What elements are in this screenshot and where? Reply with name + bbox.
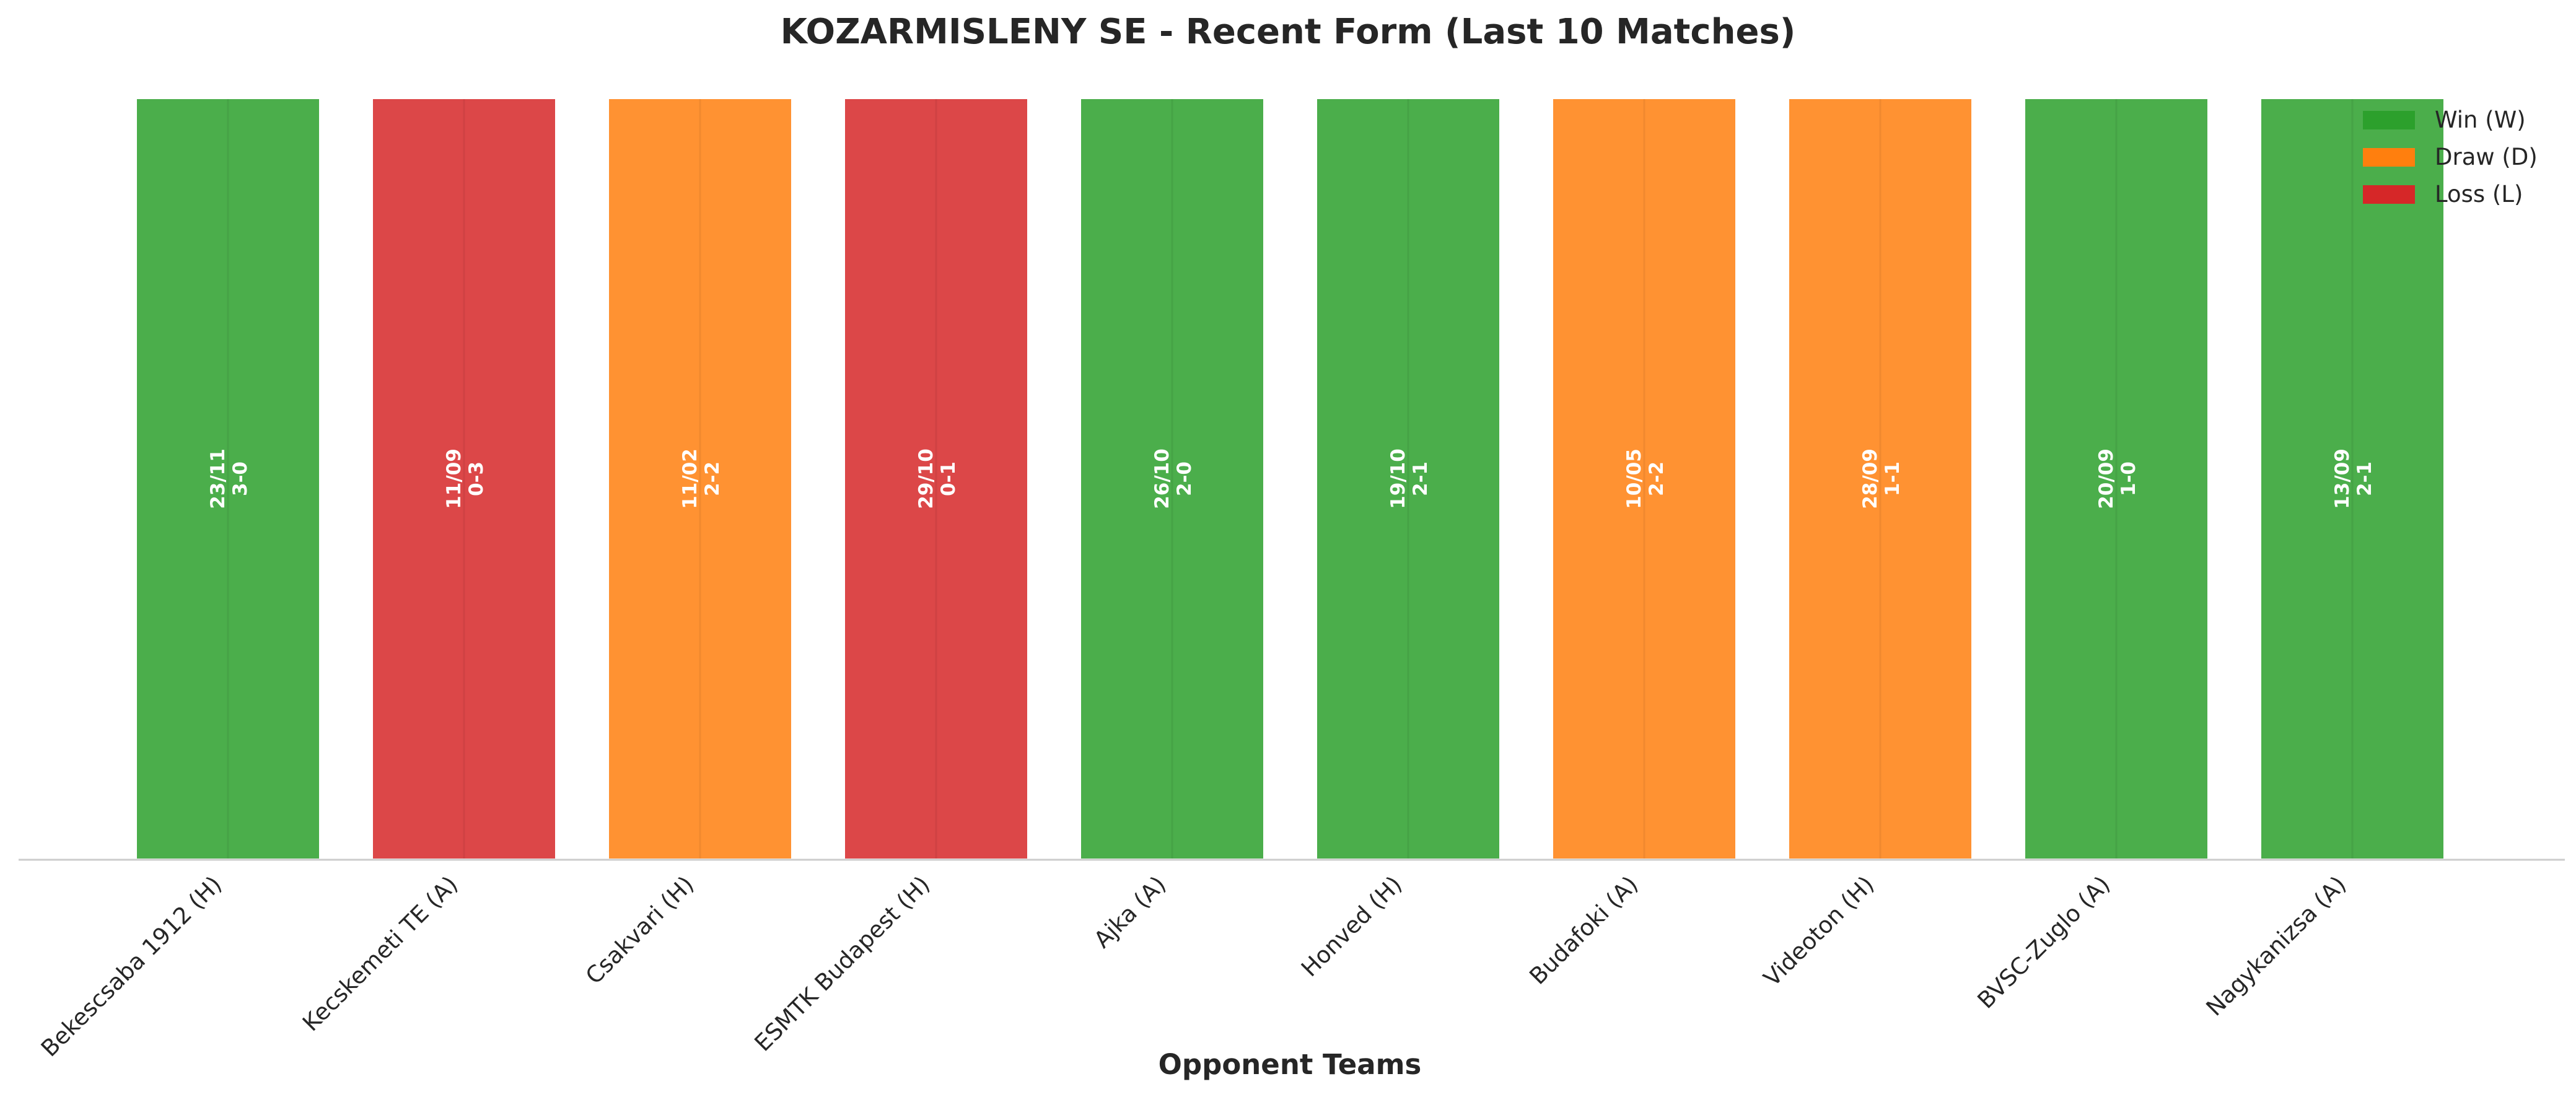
x-tick-label-2: Kecskemeti TE (A) — [297, 871, 463, 1036]
bar-score-8: 1-1 — [1882, 461, 1904, 496]
bars-group — [134, 97, 2446, 861]
x-tick-labels: Bekescsaba 1912 (H) Kecskemeti TE (A) Csak… — [36, 871, 2351, 1062]
bar-3 — [607, 97, 794, 861]
chart-title: KOZARMISLENY SE - Recent Form (Last 10 M… — [781, 12, 1796, 52]
x-tick-label-10: Nagykanizsa (A) — [2201, 871, 2352, 1021]
bar-7 — [1551, 97, 1738, 861]
bar-1 — [134, 97, 322, 861]
bar-score-3: 2-2 — [701, 461, 724, 496]
x-tick-label-3: Csakvari (H) — [580, 871, 699, 989]
bar-date-6: 19/10 — [1387, 448, 1409, 509]
x-tick-label-9: BVSC-Zuglo (A) — [1973, 871, 2116, 1014]
bar-date-8: 28/09 — [1859, 448, 1882, 509]
legend-label-w: Win (W) — [2435, 107, 2526, 133]
bar-2 — [370, 97, 558, 861]
bar-4 — [843, 97, 1030, 861]
bar-score-9: 1-0 — [2118, 461, 2140, 496]
bar-date-1: 23/11 — [207, 448, 229, 509]
bar-score-5: 2-0 — [1173, 461, 1196, 496]
bar-label-2: 11/090-3 — [443, 448, 488, 509]
bar-score-6: 2-1 — [1409, 461, 1432, 496]
bar-5 — [1079, 97, 1266, 861]
x-axis-label: Opponent Teams — [1159, 1048, 1422, 1081]
bar-label-4: 29/100-1 — [915, 448, 960, 509]
x-tick-label-7: Budafoki (A) — [1525, 871, 1644, 990]
bar-label-9: 20/091-0 — [2095, 448, 2140, 509]
legend-swatch-d — [2363, 148, 2415, 167]
bar-date-3: 11/02 — [679, 448, 701, 509]
bar-date-5: 26/10 — [1151, 448, 1173, 509]
bar-label-7: 10/052-2 — [1623, 448, 1668, 509]
x-tick-label-5: Ajka (A) — [1089, 871, 1171, 953]
bar-score-2: 0-3 — [465, 461, 488, 496]
bar-6 — [1315, 97, 1502, 861]
bar-date-9: 20/09 — [2095, 448, 2118, 509]
bar-label-10: 13/092-1 — [2331, 448, 2376, 509]
bar-score-10: 2-1 — [2354, 461, 2376, 496]
legend-swatch-l — [2363, 185, 2415, 204]
bar-10 — [2259, 97, 2446, 861]
legend-label-d: Draw (D) — [2435, 144, 2538, 170]
x-tick-label-4: ESMTK Budapest (H) — [750, 871, 935, 1057]
legend-swatch-w — [2363, 111, 2415, 129]
legend-label-l: Loss (L) — [2435, 181, 2523, 208]
bar-date-7: 10/05 — [1623, 448, 1645, 509]
bar-label-5: 26/102-0 — [1151, 448, 1196, 509]
bar-8 — [1787, 97, 1974, 861]
bar-date-10: 13/09 — [2331, 448, 2354, 509]
bar-date-2: 11/09 — [443, 448, 465, 509]
bar-label-3: 11/022-2 — [679, 448, 724, 509]
bar-date-4: 29/10 — [915, 448, 937, 509]
bar-score-7: 2-2 — [1645, 461, 1668, 496]
bar-label-6: 19/102-1 — [1387, 448, 1432, 509]
bar-label-8: 28/091-1 — [1859, 448, 1904, 509]
x-tick-label-1: Bekescsaba 1912 (H) — [36, 871, 227, 1062]
bar-score-1: 3-0 — [229, 461, 252, 496]
x-tick-label-6: Honved (H) — [1296, 871, 1407, 982]
bar-labels-group: 23/113-0 11/090-3 11/022-2 29/100-1 26/102-0… — [207, 448, 2376, 509]
bar-score-4: 0-1 — [937, 461, 960, 496]
x-tick-label-8: Videoton (H) — [1758, 871, 1879, 992]
bar-label-1: 23/113-0 — [207, 448, 252, 509]
legend: Win (W) Draw (D) Loss (L) — [2363, 107, 2538, 208]
